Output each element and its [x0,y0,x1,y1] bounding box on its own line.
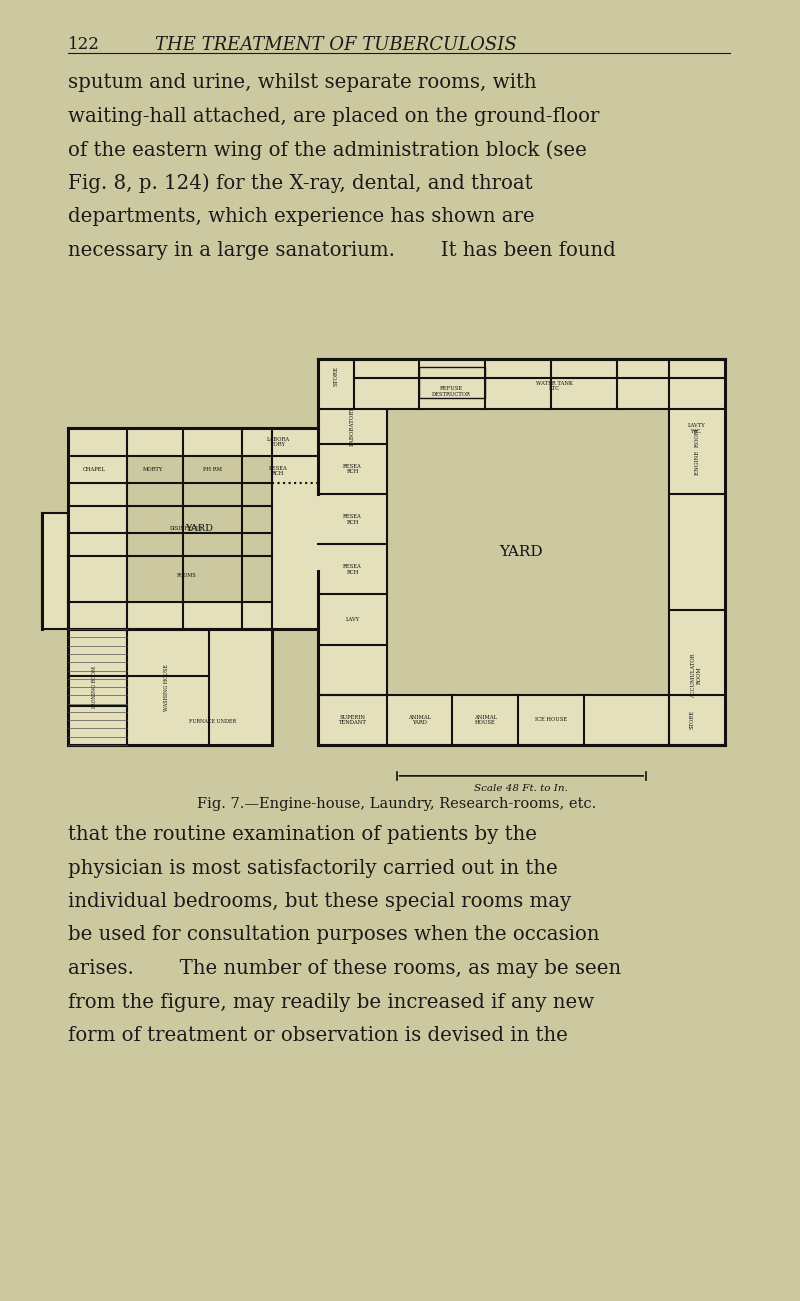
Bar [127,455,272,602]
Text: YARD: YARD [499,545,543,559]
Text: ENGINE  ROOM: ENGINE ROOM [695,428,700,475]
Text: IRONING ROOM: IRONING ROOM [92,666,97,708]
Text: ICE HOUSE: ICE HOUSE [535,717,567,722]
Text: ANIMAL
HOUSE: ANIMAL HOUSE [474,714,497,726]
Text: physician is most satisfactorily carried out in the: physician is most satisfactorily carried… [68,859,558,877]
Text: STORE: STORE [690,710,694,730]
Text: Fig. 7.—Engine-house, Laundry, Research-rooms, etc.: Fig. 7.—Engine-house, Laundry, Research-… [197,798,596,811]
Text: departments, which experience has shown are: departments, which experience has shown … [68,207,534,226]
Text: WATER TANK
ETC: WATER TANK ETC [536,381,573,392]
Text: sputum and urine, whilst separate rooms, with: sputum and urine, whilst separate rooms,… [68,73,537,92]
Text: RESEA
RCH: RESEA RCH [343,514,362,524]
Bar [68,630,272,745]
Text: of the eastern wing of the administration block (see: of the eastern wing of the administratio… [68,141,587,160]
Text: ROOMS: ROOMS [176,572,196,578]
Text: ANIMAL
YARD: ANIMAL YARD [408,714,431,726]
Text: RESEA
RCH: RESEA RCH [269,466,288,476]
Text: YARD: YARD [186,524,214,533]
Text: that the routine examination of patients by the: that the routine examination of patients… [68,825,537,844]
Text: RESEA
RCH: RESEA RCH [343,563,362,575]
Text: form of treatment or observation is devised in the: form of treatment or observation is devi… [68,1026,568,1045]
Bar [68,359,725,745]
Text: Fig. 8, p. 124) for the X-ray, dental, and throat: Fig. 8, p. 124) for the X-ray, dental, a… [68,173,533,193]
Bar [318,359,725,745]
Text: arises.   The number of these rooms, as may be seen: arises. The number of these rooms, as ma… [68,959,621,978]
Bar [68,428,318,630]
Text: ACCUMULATOR
ROOM: ACCUMULATOR ROOM [691,653,702,697]
Text: MORTY: MORTY [143,467,163,471]
Text: RESEA
RCH: RESEA RCH [343,463,362,475]
Text: Scale 48 Ft. to In.: Scale 48 Ft. to In. [474,785,568,792]
Bar [419,367,485,398]
Text: WASHING HOUSE: WASHING HOUSE [164,664,169,710]
Text: waiting-hall attached, are placed on the ground-floor: waiting-hall attached, are placed on the… [68,107,599,125]
Text: PH RM: PH RM [203,467,222,471]
Text: REFUSE
DESTRUCTOR: REFUSE DESTRUCTOR [431,386,470,397]
Bar [42,514,68,630]
Text: individual bedrooms, but these special rooms may: individual bedrooms, but these special r… [68,892,571,911]
Text: LAVTY
W.C.: LAVTY W.C. [688,423,706,433]
Text: FURNACE UNDER: FURNACE UNDER [189,719,236,725]
Text: LABORA
TORY: LABORA TORY [266,437,290,448]
Text: SUPERIN
TENDANT: SUPERIN TENDANT [338,714,366,726]
Text: DISINFECTO: DISINFECTO [170,527,203,531]
Text: STORE: STORE [334,367,338,386]
Text: LAVY: LAVY [346,617,360,622]
Bar [386,410,669,695]
Text: CHAPEL: CHAPEL [82,467,106,471]
Text: THE TREATMENT OF TUBERCULOSIS: THE TREATMENT OF TUBERCULOSIS [155,36,517,55]
Text: be used for consultation purposes when the occasion: be used for consultation purposes when t… [68,925,599,945]
Text: LABORATORY: LABORATORY [350,407,355,446]
Text: from the figure, may readily be increased if any new: from the figure, may readily be increase… [68,993,594,1011]
Text: 122: 122 [68,36,100,53]
Text: necessary in a large sanatorium.   It has been found: necessary in a large sanatorium. It has … [68,241,616,259]
